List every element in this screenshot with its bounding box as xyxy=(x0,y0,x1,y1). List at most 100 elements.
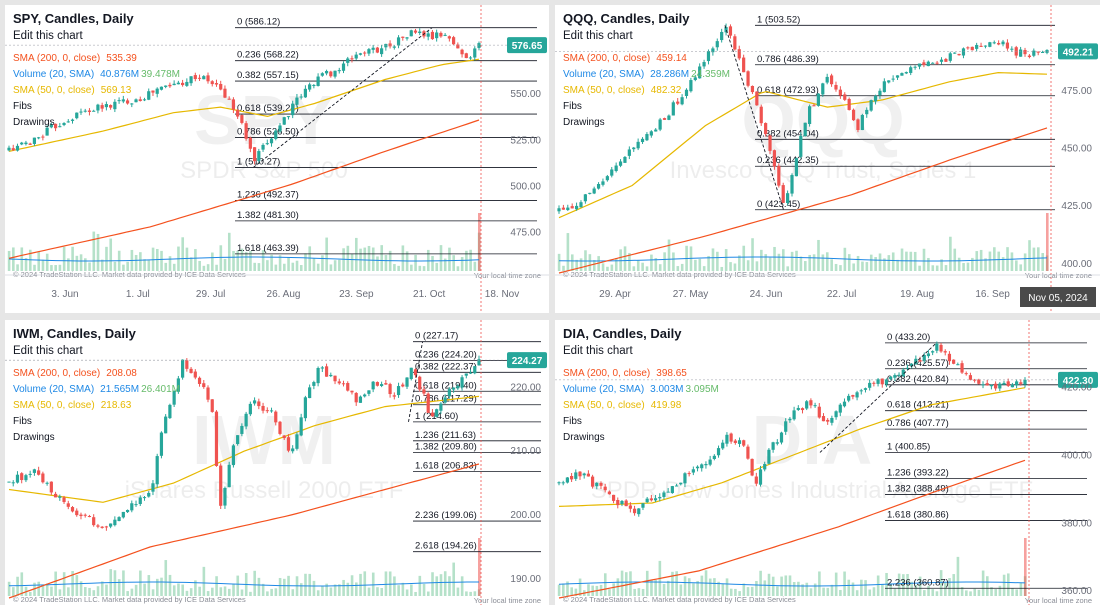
time-zone-label[interactable]: Your local time zone xyxy=(474,596,541,605)
candle-body xyxy=(632,147,636,150)
volume-bar xyxy=(865,262,869,271)
volume-bar xyxy=(75,255,79,271)
candle-body xyxy=(790,175,794,194)
volume-bar xyxy=(126,261,129,271)
volume-bar xyxy=(872,587,876,596)
candle-body xyxy=(303,88,307,98)
candle-body xyxy=(825,76,829,83)
last-price-badge xyxy=(507,352,547,369)
legend-row-2[interactable]: SMA (50, 0, close) 569.13 xyxy=(13,83,180,99)
legend-row-2[interactable]: SMA (50, 0, close) 419.98 xyxy=(563,398,719,414)
dia-edit-chart-link[interactable]: Edit this chart xyxy=(563,345,633,357)
candle-body xyxy=(720,31,724,41)
candle-body xyxy=(729,433,733,442)
fib-anchor-drawing[interactable] xyxy=(408,341,424,422)
candle-body xyxy=(388,384,392,395)
legend-row-3[interactable]: Fibs xyxy=(563,414,719,430)
time-axis-tick: 26. Aug xyxy=(267,289,301,300)
time-zone-label[interactable]: Your local time zone xyxy=(474,271,541,280)
volume-bar xyxy=(28,591,32,596)
candle-body xyxy=(147,493,151,497)
legend-row-3[interactable]: Fibs xyxy=(13,99,180,115)
fib-anchor-drawing[interactable] xyxy=(819,342,937,453)
candle-body xyxy=(873,95,878,102)
volume-bar xyxy=(746,587,750,596)
legend-row-2[interactable]: SMA (50, 0, close) 218.63 xyxy=(13,398,180,414)
candle-body xyxy=(261,144,265,150)
dia-chart-panel[interactable]: DIA, Candles, Daily Edit this chart SMA (2… xyxy=(555,320,1100,605)
volume-bar xyxy=(232,251,235,271)
legend-row-0[interactable]: SMA (200, 0, close) 208.08 xyxy=(13,366,180,382)
legend-row-3[interactable]: Fibs xyxy=(563,99,730,115)
candle-body xyxy=(590,476,595,487)
spy-chart-panel[interactable]: SPY, Candles, Daily Edit this chart SMA (2… xyxy=(5,5,549,313)
candle-body xyxy=(768,135,772,151)
candle-body xyxy=(983,45,988,47)
volume-bar xyxy=(452,562,455,596)
sma-50-line xyxy=(558,387,1026,507)
volume-bar xyxy=(944,265,948,271)
qqq-edit-chart-link[interactable]: Edit this chart xyxy=(563,30,633,42)
volume-bar xyxy=(20,572,24,596)
time-zone-label[interactable]: Your local time zone xyxy=(1025,271,1092,280)
candle-body xyxy=(20,473,24,481)
candle-body xyxy=(607,491,611,495)
volume-bar xyxy=(755,261,759,271)
legend-row-4[interactable]: Drawings xyxy=(563,115,730,131)
candle-body xyxy=(456,386,460,389)
legend-row-1[interactable]: Volume (20, SMA) 28.286M 24.359M xyxy=(563,67,730,83)
volume-bar xyxy=(817,239,820,271)
volume-bar xyxy=(578,578,582,596)
time-zone-label[interactable]: Your local time zone xyxy=(1025,596,1092,605)
legend-row-2[interactable]: SMA (50, 0, close) 482.32 xyxy=(563,83,730,99)
legend-row-1[interactable]: Volume (20, SMA) 21.565M 26.401M xyxy=(13,382,180,398)
candle-body xyxy=(396,37,401,46)
candle-body xyxy=(1005,42,1010,49)
volume-bar xyxy=(333,260,337,271)
crosshair-date-tag xyxy=(1020,287,1096,307)
price-axis-tick: 200.00 xyxy=(510,510,541,521)
volume-bar xyxy=(608,589,611,596)
candle-body xyxy=(939,344,943,352)
candle-body xyxy=(985,383,989,386)
candle-body xyxy=(704,464,708,466)
legend-row-0[interactable]: SMA (200, 0, close) 535.39 xyxy=(13,51,180,67)
volume-bar xyxy=(1002,574,1006,596)
candle-body xyxy=(926,61,930,67)
volume-bar xyxy=(139,252,142,271)
candle-body xyxy=(430,31,435,40)
candle-body xyxy=(843,94,847,100)
legend-row-3[interactable]: Fibs xyxy=(13,414,180,430)
legend-row-4[interactable]: Drawings xyxy=(563,430,719,446)
fib-anchor-drawing[interactable] xyxy=(253,27,433,168)
legend-row-4[interactable]: Drawings xyxy=(13,430,180,446)
fib-anchor-drawing[interactable] xyxy=(724,25,784,210)
candle-body xyxy=(964,373,968,375)
price-axis-tick: 475.00 xyxy=(1061,86,1092,97)
legend-row-4[interactable]: Drawings xyxy=(13,115,180,131)
iwm-edit-chart-link[interactable]: Edit this chart xyxy=(13,345,83,357)
legend-row-0[interactable]: SMA (200, 0, close) 459.14 xyxy=(563,51,730,67)
volume-bar xyxy=(299,265,303,271)
volume-bar xyxy=(902,574,905,596)
iwm-chart-panel[interactable]: IWM, Candles, Daily Edit this chart SMA (2… xyxy=(5,320,549,605)
volume-bar xyxy=(16,264,19,271)
volume-bar xyxy=(707,255,710,271)
volume-bar xyxy=(822,587,825,596)
legend-row-1[interactable]: Volume (20, SMA) 3.003M 3.095M xyxy=(563,382,719,398)
legend-row-1[interactable]: Volume (20, SMA) 40.876M 39.478M xyxy=(13,67,180,83)
volume-bar xyxy=(939,570,943,596)
spy-edit-chart-link[interactable]: Edit this chart xyxy=(13,30,83,42)
candle-body xyxy=(265,143,269,145)
qqq-chart-panel[interactable]: QQQ, Candles, Daily Edit this chart SMA (2… xyxy=(555,5,1100,313)
candle-body xyxy=(303,397,307,419)
candle-body xyxy=(138,497,142,504)
candle-body xyxy=(998,383,1002,389)
legend-name: Fibs xyxy=(563,416,582,427)
candle-body xyxy=(210,81,214,85)
volume-bar xyxy=(698,258,702,271)
legend-row-0[interactable]: SMA (200, 0, close) 398.65 xyxy=(563,366,719,382)
legend-value: 482.32 xyxy=(650,85,682,96)
candle-body xyxy=(329,374,333,377)
